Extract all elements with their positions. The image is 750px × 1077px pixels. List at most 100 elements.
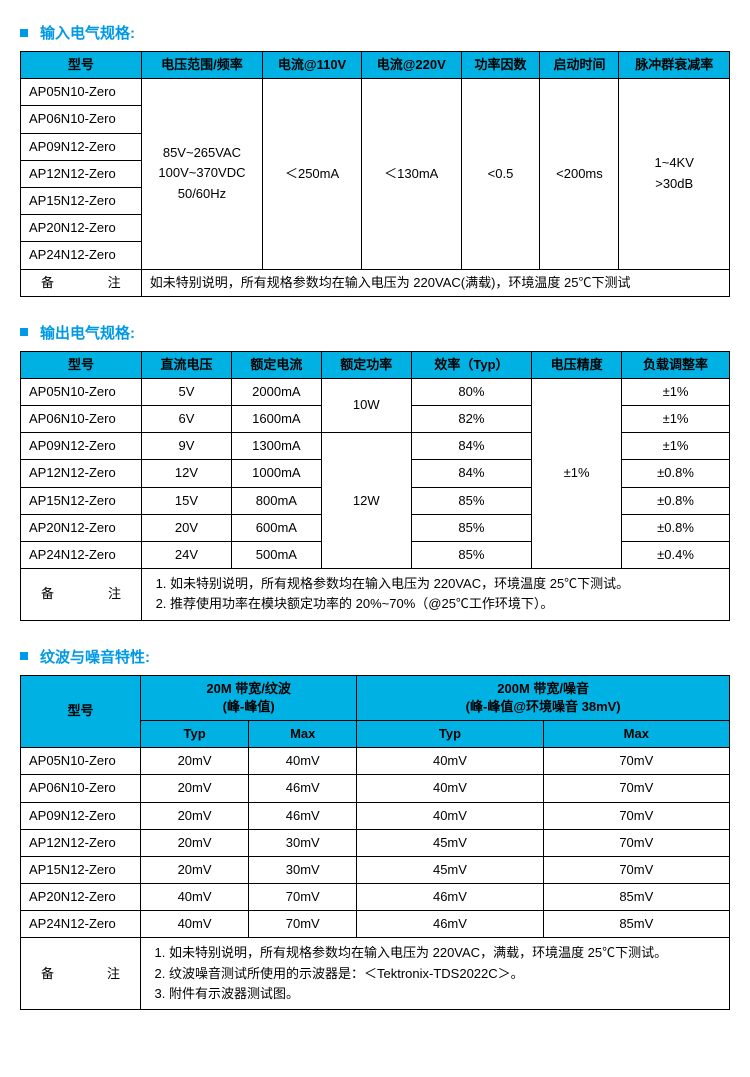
cell-value: 6V — [142, 406, 232, 433]
cell-value: 20mV — [141, 856, 249, 883]
col-20m: 20M 带宽/纹波 (峰-峰值) — [141, 675, 357, 720]
col-110v: 电流@110V — [263, 52, 362, 79]
cell-value: 85mV — [543, 911, 729, 938]
table-row: AP20N12-Zero40mV70mV46mV85mV — [21, 884, 730, 911]
table-row: AP09N12-Zero9V1300mA12W84%±1% — [21, 433, 730, 460]
cell-value: 46mV — [249, 775, 357, 802]
cell-value: 85V~265VAC100V~370VDC50/60Hz — [141, 79, 263, 269]
cell-value: 20mV — [141, 748, 249, 775]
col-model: 型号 — [21, 52, 142, 79]
cell-value: 85% — [411, 514, 531, 541]
section2-title: 输出电气规格: — [20, 322, 730, 343]
cell-value: AP05N10-Zero — [21, 748, 141, 775]
col-startup: 启动时间 — [540, 52, 619, 79]
cell-value: 85% — [411, 487, 531, 514]
cell-value: 20mV — [141, 775, 249, 802]
col-precision: 电压精度 — [532, 351, 622, 378]
col-rated-i: 额定电流 — [231, 351, 321, 378]
cell-value: AP12N12-Zero — [21, 829, 141, 856]
cell-value: 70mV — [249, 911, 357, 938]
cell-value: 5V — [142, 378, 232, 405]
cell-value: 9V — [142, 433, 232, 460]
table-header-row: 型号 20M 带宽/纹波 (峰-峰值) 200M 带宽/噪音 (峰-峰值@环境噪… — [21, 675, 730, 720]
cell-value: 46mV — [357, 884, 543, 911]
col-max1: Max — [249, 720, 357, 747]
h20-line2: (峰-峰值) — [223, 699, 275, 714]
section3-title-text: 纹波与噪音特性: — [40, 646, 150, 667]
cell-model: AP12N12-Zero — [21, 160, 142, 187]
table-row: AP05N10-Zero20mV40mV40mV70mV — [21, 748, 730, 775]
cell-value: 40mV — [357, 802, 543, 829]
note-row: 备注 如未特别说明，所有规格参数均在输入电压为 220VAC，环境温度 25℃下… — [21, 569, 730, 620]
cell-value: 46mV — [249, 802, 357, 829]
cell-model: AP20N12-Zero — [21, 215, 142, 242]
col-pf: 功率因数 — [461, 52, 540, 79]
cell-value: 20mV — [141, 829, 249, 856]
cell-model: AP15N12-Zero — [21, 187, 142, 214]
cell-value: 2000mA — [231, 378, 321, 405]
col-pulse: 脉冲群衰减率 — [619, 52, 730, 79]
table-row: AP24N12-Zero40mV70mV46mV85mV — [21, 911, 730, 938]
col-load: 负载调整率 — [622, 351, 730, 378]
section1-title: 输入电气规格: — [20, 22, 730, 43]
note-text: 如未特别说明，所有规格参数均在输入电压为 220VAC，环境温度 25℃下测试。… — [142, 569, 730, 620]
table-row: AP05N10-Zero85V~265VAC100V~370VDC50/60Hz… — [21, 79, 730, 106]
h20-line1: 20M 带宽/纹波 — [206, 681, 291, 696]
col-220v: 电流@220V — [361, 52, 461, 79]
bullet-icon — [20, 29, 28, 37]
cell-value: AP15N12-Zero — [21, 856, 141, 883]
cell-value: AP06N10-Zero — [21, 775, 141, 802]
cell-value: ＜250mA — [263, 79, 362, 269]
cell-value: ±1% — [622, 406, 730, 433]
table-header-row: 型号 电压范围/频率 电流@110V 电流@220V 功率因数 启动时间 脉冲群… — [21, 52, 730, 79]
cell-value: ±0.8% — [622, 460, 730, 487]
cell-value: 80% — [411, 378, 531, 405]
cell-value: 45mV — [357, 856, 543, 883]
cell-value: 85mV — [543, 884, 729, 911]
table-row: AP15N12-Zero20mV30mV45mV70mV — [21, 856, 730, 883]
note-text: 如未特别说明，所有规格参数均在输入电压为 220VAC，满载，环境温度 25℃下… — [141, 938, 730, 1010]
cell-power: 12W — [321, 433, 411, 569]
cell-value: AP05N10-Zero — [21, 378, 142, 405]
cell-value: 20V — [142, 514, 232, 541]
cell-model: AP09N12-Zero — [21, 133, 142, 160]
note-label: 备注 — [21, 269, 142, 296]
cell-value: AP06N10-Zero — [21, 406, 142, 433]
cell-value: ±1% — [622, 433, 730, 460]
table-row: AP06N10-Zero20mV46mV40mV70mV — [21, 775, 730, 802]
note-label: 备注 — [21, 938, 141, 1010]
cell-value: 20mV — [141, 802, 249, 829]
cell-value: 1300mA — [231, 433, 321, 460]
col-max2: Max — [543, 720, 729, 747]
cell-value: AP09N12-Zero — [21, 433, 142, 460]
note-text: 如未特别说明，所有规格参数均在输入电压为 220VAC(满载)，环境温度 25℃… — [141, 269, 729, 296]
cell-value: 1000mA — [231, 460, 321, 487]
col-model: 型号 — [21, 675, 141, 748]
bullet-icon — [20, 328, 28, 336]
cell-value: 1~4KV>30dB — [619, 79, 730, 269]
section1-title-text: 输入电气规格: — [40, 22, 135, 43]
cell-model: AP05N10-Zero — [21, 79, 142, 106]
cell-value: 40mV — [141, 884, 249, 911]
note-row: 备注 如未特别说明，所有规格参数均在输入电压为 220VAC，满载，环境温度 2… — [21, 938, 730, 1010]
cell-value: AP20N12-Zero — [21, 514, 142, 541]
col-model: 型号 — [21, 351, 142, 378]
cell-value: 30mV — [249, 856, 357, 883]
note-label: 备注 — [21, 569, 142, 620]
cell-value: 46mV — [357, 911, 543, 938]
cell-value: 24V — [142, 542, 232, 569]
col-typ2: Typ — [357, 720, 543, 747]
output-spec-table: 型号 直流电压 额定电流 额定功率 效率（Typ） 电压精度 负载调整率 AP0… — [20, 351, 730, 621]
cell-value: 500mA — [231, 542, 321, 569]
ripple-noise-table: 型号 20M 带宽/纹波 (峰-峰值) 200M 带宽/噪音 (峰-峰值@环境噪… — [20, 675, 730, 1010]
cell-precision: ±1% — [532, 378, 622, 568]
cell-value: 82% — [411, 406, 531, 433]
cell-value: 45mV — [357, 829, 543, 856]
cell-value: 15V — [142, 487, 232, 514]
note-row: 备注 如未特别说明，所有规格参数均在输入电压为 220VAC(满载)，环境温度 … — [21, 269, 730, 296]
cell-value: 40mV — [357, 748, 543, 775]
cell-value: ＜130mA — [361, 79, 461, 269]
cell-value: 800mA — [231, 487, 321, 514]
cell-model: AP06N10-Zero — [21, 106, 142, 133]
cell-value: 40mV — [357, 775, 543, 802]
